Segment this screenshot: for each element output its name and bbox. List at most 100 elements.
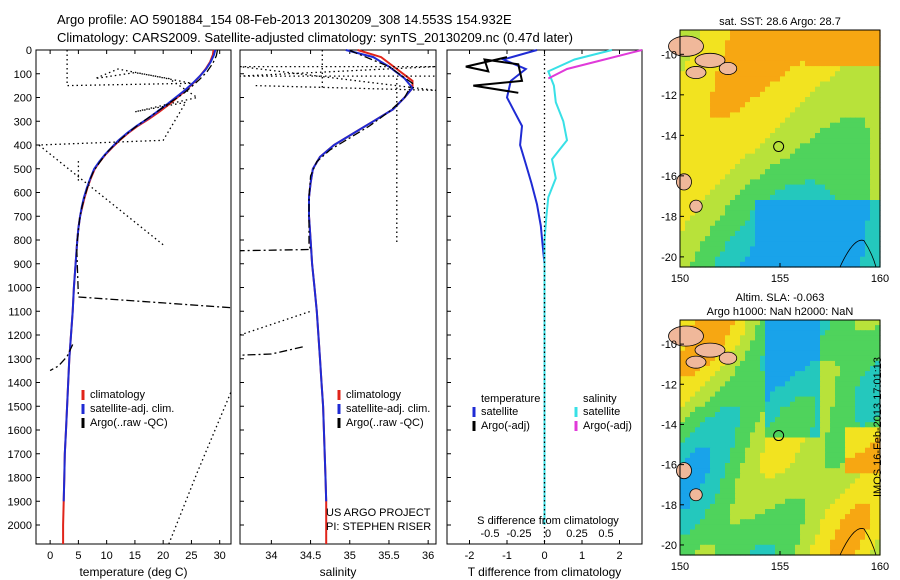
sst-map-cell xyxy=(700,179,706,186)
sst-map-cell xyxy=(715,97,721,103)
sla-map-cell xyxy=(765,391,771,398)
sla-map-cell xyxy=(805,457,811,464)
sst-map-cell xyxy=(785,205,791,211)
sst-map-cell xyxy=(840,179,846,186)
sst-map-cell xyxy=(850,40,856,47)
sst-map-cell xyxy=(800,194,806,201)
sst-map-cell xyxy=(755,241,761,247)
sla-map-cell xyxy=(795,529,801,536)
sst-map-cell xyxy=(735,246,741,253)
difference-top-xtick-label: 0.25 xyxy=(566,528,587,540)
sst-map-cell xyxy=(830,236,836,242)
sla-map-cell xyxy=(730,427,736,433)
sla-map-cell xyxy=(770,325,776,331)
sla-map-cell xyxy=(790,345,796,352)
sla-map-cell xyxy=(860,437,866,444)
sla-map-cell xyxy=(790,457,796,464)
sst-map-cell xyxy=(740,261,746,268)
temperature-ytick-label: 300 xyxy=(14,116,32,128)
sst-map-cell xyxy=(800,66,806,72)
sla-map-cell xyxy=(770,549,776,556)
sst-map-cell xyxy=(870,133,876,139)
sst-map-cell xyxy=(770,40,776,47)
sla-map-cell xyxy=(720,396,726,403)
sla-map-cell xyxy=(850,514,856,520)
sla-map-subtitle: Argo h1000: NaN h2000: NaN xyxy=(706,306,854,318)
sla-map-cell xyxy=(800,473,806,479)
sst-map-cell xyxy=(805,107,811,114)
sst-map-cell xyxy=(805,133,811,139)
sla-map-cell xyxy=(745,483,751,490)
sla-map-cell xyxy=(710,549,716,556)
sla-map-cell xyxy=(760,330,766,336)
sla-map-cell xyxy=(725,529,731,536)
sla-map-cell xyxy=(865,386,871,393)
sst-map-cell xyxy=(710,169,716,175)
sla-map-cell xyxy=(790,503,796,510)
sst-map-cell xyxy=(855,102,861,108)
sst-map-cell xyxy=(700,76,706,83)
sla-map-cell xyxy=(835,340,841,347)
sla-map-cell xyxy=(835,350,841,357)
sla-map-cell xyxy=(780,498,786,505)
sst-map-cell xyxy=(690,117,696,124)
sst-map-cell xyxy=(745,225,751,232)
sst-map-cell xyxy=(855,55,861,62)
sla-map-cell xyxy=(720,360,726,367)
sla-map-cell xyxy=(710,427,716,433)
sst-map-cell xyxy=(820,50,826,57)
sst-map-cell xyxy=(730,143,736,150)
sst-map-cell xyxy=(730,236,736,242)
sla-map-cell xyxy=(860,473,866,479)
sst-map-cell xyxy=(745,76,751,83)
sst-map-cell xyxy=(770,194,776,201)
sst-map-cell xyxy=(765,220,771,227)
sst-map-cell xyxy=(845,117,851,124)
sla-map-cell xyxy=(680,498,686,505)
sla-map-cell xyxy=(715,503,721,510)
sla-map-cell xyxy=(715,386,721,393)
sst-map-cell xyxy=(870,189,876,196)
sla-map-cell xyxy=(785,401,791,408)
sst-map-cell xyxy=(865,76,871,83)
sst-map-cell xyxy=(705,86,711,93)
sst-map-cell xyxy=(850,143,856,150)
sst-map-cell xyxy=(830,164,836,170)
sst-map-cell xyxy=(855,117,861,124)
sst-map-cell xyxy=(710,102,716,108)
sst-map-cell xyxy=(775,143,781,150)
sst-map-cell xyxy=(705,169,711,175)
sla-map-cell xyxy=(835,432,841,439)
sla-map-cell xyxy=(820,406,826,413)
sst-map-cell xyxy=(770,50,776,57)
sst-map-cell xyxy=(760,225,766,232)
sst-map-cell xyxy=(715,205,721,211)
sla-map-cell xyxy=(690,412,696,418)
sla-map-cell xyxy=(865,529,871,536)
sla-map-cell xyxy=(850,381,856,387)
sla-map-cell xyxy=(810,376,816,382)
sla-map-cell xyxy=(845,386,851,393)
sst-map-cell xyxy=(820,112,826,119)
sst-map-cell xyxy=(860,220,866,227)
sla-map-cell xyxy=(840,468,846,474)
sla-map-cell xyxy=(815,325,821,331)
sst-map-cell xyxy=(745,86,751,93)
sst-map-cell xyxy=(735,122,741,129)
sla-map-cell xyxy=(795,320,801,326)
sla-map-cell xyxy=(770,386,776,393)
sst-map-cell xyxy=(825,35,831,41)
sla-map-cell xyxy=(755,360,761,367)
sla-map-cell xyxy=(685,412,691,418)
sst-map-cell xyxy=(720,102,726,108)
sst-map-cell xyxy=(840,35,846,41)
sla-map-cell xyxy=(720,483,726,490)
sst-map-cell xyxy=(850,205,856,211)
sst-map-cell xyxy=(790,189,796,196)
sst-map-cell xyxy=(785,153,791,160)
sla-map-cell xyxy=(815,422,821,428)
sst-map-cell xyxy=(720,225,726,232)
sst-map-cell xyxy=(825,81,831,88)
sst-map-cell xyxy=(850,45,856,52)
sla-map-cell xyxy=(830,483,836,490)
